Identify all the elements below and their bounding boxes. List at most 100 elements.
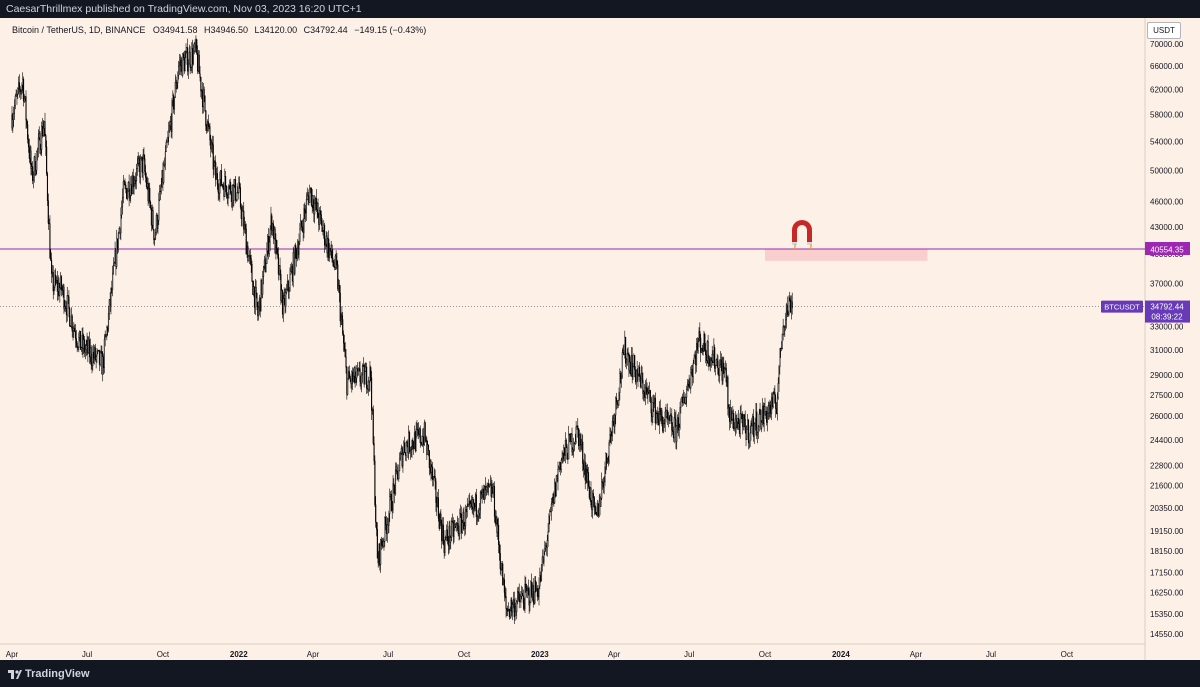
candle-body [248, 256, 250, 262]
candle-body [573, 442, 575, 450]
candle-body [278, 265, 280, 275]
candle-body [220, 170, 222, 180]
chart-area[interactable]: 70000.00 66000.00 62000.00 58000.00 54000.00… [0, 18, 1200, 660]
candle-body [351, 371, 353, 385]
candle-body [594, 506, 596, 508]
candle-body [340, 315, 342, 322]
candle-body [143, 154, 145, 159]
candle-body [764, 406, 766, 415]
candle-body [173, 96, 176, 110]
candle-body [65, 307, 67, 316]
candle-body [666, 410, 668, 418]
candle-body [570, 433, 572, 442]
candle-body [292, 251, 294, 282]
candle-body [18, 82, 20, 90]
candle-body [752, 416, 754, 426]
candle-body [534, 580, 536, 604]
candle-body [69, 308, 71, 327]
candle-body [179, 62, 181, 66]
candle-body [580, 443, 582, 446]
candle-body [190, 66, 192, 68]
candle-body [345, 356, 347, 368]
candle-body [768, 405, 770, 414]
candle-body [482, 488, 484, 493]
candle-body [223, 186, 225, 197]
candle-body [304, 208, 306, 212]
candle-body [229, 182, 231, 186]
candle-body [354, 367, 356, 383]
candle-body [455, 524, 457, 526]
candle-body [272, 223, 274, 239]
candle-body [608, 442, 610, 462]
candle-body [586, 468, 588, 483]
candle-body [138, 158, 140, 164]
candle-body [559, 462, 562, 471]
candle-body [655, 413, 657, 424]
candle-body [135, 168, 138, 182]
candle-body [264, 259, 266, 272]
candle-body [328, 238, 330, 258]
time-tick-label: Oct [458, 650, 471, 659]
candle-body [142, 154, 144, 173]
candle-body [497, 524, 499, 533]
candle-body [132, 175, 134, 188]
candle-body [750, 423, 752, 434]
candle-body [98, 349, 100, 351]
candle-body [259, 297, 261, 312]
candle-body [479, 509, 481, 514]
chart-svg[interactable]: 70000.00 66000.00 62000.00 58000.00 54000.00… [0, 18, 1200, 660]
candle-body [722, 362, 724, 381]
candle-body [139, 163, 141, 178]
candle-body [84, 349, 86, 353]
time-tick-label: Jul [82, 650, 92, 659]
candle-body [156, 215, 158, 229]
candle-body [433, 475, 435, 477]
candle-body [357, 368, 359, 372]
candle-body [318, 217, 320, 225]
candle-body [404, 442, 406, 453]
candle-body [560, 459, 562, 471]
candle-body [653, 397, 656, 404]
candle-body [267, 236, 270, 254]
price-tick-label: 62000.00 [1150, 86, 1184, 95]
candle-body [221, 184, 223, 186]
candle-body [709, 358, 711, 367]
candle-body [546, 540, 548, 548]
candle-body [173, 95, 175, 110]
candle-body [188, 51, 190, 65]
candle-body [523, 602, 525, 609]
candle-body [749, 432, 751, 442]
candle-body [479, 491, 482, 510]
candle-body [212, 144, 214, 170]
candle-body [718, 373, 720, 377]
candle-body [573, 442, 576, 444]
candle-body [786, 304, 788, 313]
candle-body [225, 185, 227, 196]
candle-body [554, 482, 557, 497]
candle-body [627, 353, 629, 356]
candle-body [516, 601, 518, 612]
candle-body [397, 471, 399, 480]
candle-body [514, 606, 516, 617]
candle-body [635, 369, 637, 383]
candle-body [35, 170, 37, 175]
candle-body [396, 466, 398, 472]
candle-body [470, 503, 472, 508]
candle-body [487, 483, 489, 486]
candle-body [243, 210, 245, 230]
currency-button[interactable]: USDT [1147, 22, 1181, 39]
candle-body [271, 215, 273, 231]
candle-body [61, 289, 63, 291]
candle-body [74, 331, 77, 339]
candle-body [780, 347, 782, 349]
candle-body [645, 386, 647, 388]
candle-body [539, 575, 541, 587]
price-tick-label: 21600.00 [1150, 482, 1184, 491]
candle-body [617, 400, 619, 405]
candle-body [180, 60, 182, 66]
candle-body [29, 150, 31, 159]
candle-body [266, 250, 268, 264]
candle-body [355, 377, 357, 383]
candle-body [379, 544, 381, 565]
candle-body [542, 556, 544, 563]
